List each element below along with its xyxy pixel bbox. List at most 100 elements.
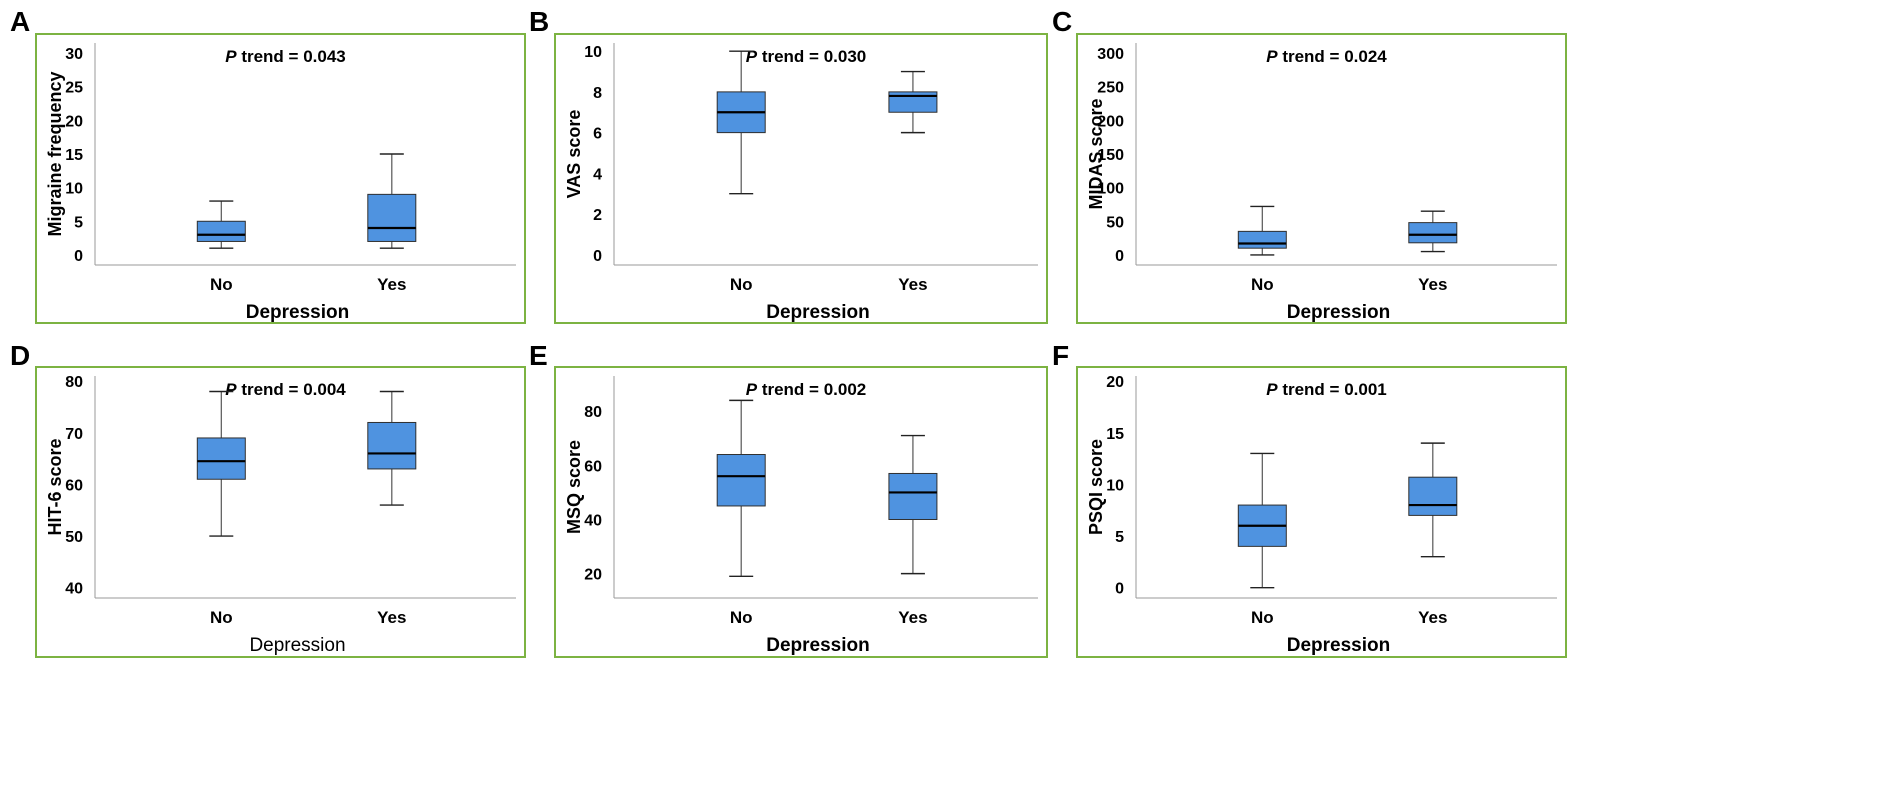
x-tick-label-no: No xyxy=(210,608,233,627)
x-axis-label: Depression xyxy=(249,635,345,656)
y-tick-label-4: 4 xyxy=(593,166,602,183)
p-trend-value: trend = 0.024 xyxy=(1278,47,1388,66)
y-tick-label-150: 150 xyxy=(1097,147,1124,164)
x-tick-label-yes: Yes xyxy=(377,608,406,627)
y-tick-label-20: 20 xyxy=(584,567,602,584)
p-trend-annotation: P trend = 0.001 xyxy=(1266,380,1386,399)
y-tick-label-0: 0 xyxy=(1115,581,1124,598)
panel-letter-c: C xyxy=(1052,6,1073,37)
p-trend-annotation: P trend = 0.030 xyxy=(746,47,866,66)
y-tick-label-250: 250 xyxy=(1097,80,1124,97)
p-trend-value: trend = 0.002 xyxy=(757,380,866,399)
y-tick-label-0: 0 xyxy=(74,248,83,265)
y-tick-label-6: 6 xyxy=(593,126,602,143)
y-tick-label-300: 300 xyxy=(1097,46,1124,63)
x-tick-label-yes: Yes xyxy=(1418,608,1447,627)
y-tick-label-10: 10 xyxy=(1106,477,1124,494)
p-trend-symbol: P xyxy=(746,47,758,66)
y-tick-label-25: 25 xyxy=(65,80,83,97)
y-axis-label: HIT-6 score xyxy=(45,438,65,535)
y-tick-label-15: 15 xyxy=(1106,426,1124,443)
x-tick-label-no: No xyxy=(210,275,233,294)
y-tick-label-5: 5 xyxy=(1115,529,1124,546)
y-axis-label: MSQ score xyxy=(564,440,584,534)
y-tick-label-30: 30 xyxy=(65,46,83,63)
panel-frame-f: 0 5 10 15 20 PSQI score P trend = 0.001 No Yes De… xyxy=(1076,366,1567,658)
x-axis-label: Depression xyxy=(1287,302,1390,322)
panel-frame-a: 0 5 10 15 20 25 30 Migraine frequency P trend = … xyxy=(35,33,526,324)
p-trend-annotation: P trend = 0.043 xyxy=(225,47,345,66)
y-tick-label-10: 10 xyxy=(65,181,83,198)
box-iqr-yes xyxy=(1408,476,1458,516)
panel-letter-a: A xyxy=(10,6,31,37)
x-tick-label-no: No xyxy=(730,608,753,627)
y-axis-label: PSQI score xyxy=(1086,439,1106,535)
panel-letter-f: F xyxy=(1052,340,1070,371)
y-axis-label: VAS score xyxy=(564,110,584,199)
panel-frame-d: 40 50 60 70 80 HIT-6 score P trend = 0.004 No Ye… xyxy=(35,366,526,658)
p-trend-annotation: P trend = 0.024 xyxy=(1266,47,1387,66)
y-axis-label: MIDAS score xyxy=(1086,98,1106,209)
x-axis-label: Depression xyxy=(1287,635,1390,656)
y-tick-label-50: 50 xyxy=(1106,214,1124,231)
y-tick-label-0: 0 xyxy=(593,248,602,265)
panel-frame-b: 0 2 4 6 8 10 VAS score P trend = 0.030 No Yes Depr… xyxy=(554,33,1048,324)
x-axis-label: Depression xyxy=(766,302,869,322)
p-trend-symbol: P xyxy=(746,380,758,399)
box-iqr-no xyxy=(1237,230,1287,249)
y-tick-label-60: 60 xyxy=(584,458,602,475)
p-trend-annotation: P trend = 0.002 xyxy=(746,380,866,399)
y-axis-label: Migraine frequency xyxy=(45,71,65,236)
box-iqr-no xyxy=(196,220,246,242)
panel-letter-b: B xyxy=(529,6,550,37)
y-tick-label-10: 10 xyxy=(584,44,602,61)
y-tick-label-20: 20 xyxy=(1106,374,1124,391)
box-plot-f: 0 5 10 15 20 PSQI score P trend = 0.001 No Yes De… xyxy=(1086,374,1557,656)
x-axis-label: Depression xyxy=(246,302,349,322)
box-plot-b: 0 2 4 6 8 10 VAS score P trend = 0.030 No Yes Depr… xyxy=(564,43,1038,323)
panel-frame-c: 0 50 100 150 200 250 300 MIDAS score P trend = 0… xyxy=(1076,33,1567,324)
p-trend-symbol: P xyxy=(225,47,237,66)
y-tick-label-5: 5 xyxy=(74,214,83,231)
y-tick-label-40: 40 xyxy=(584,512,602,529)
p-trend-value: trend = 0.030 xyxy=(757,47,866,66)
y-tick-label-50: 50 xyxy=(65,529,83,546)
x-tick-label-yes: Yes xyxy=(377,275,406,294)
p-trend-symbol: P xyxy=(1266,47,1278,66)
p-trend-value: trend = 0.043 xyxy=(237,47,346,66)
y-tick-label-2: 2 xyxy=(593,207,602,224)
x-axis-label: Depression xyxy=(766,635,869,656)
y-tick-label-60: 60 xyxy=(65,477,83,494)
p-trend-value: trend = 0.001 xyxy=(1278,380,1387,399)
box-iqr-yes xyxy=(888,472,938,520)
y-tick-label-80: 80 xyxy=(65,374,83,391)
p-trend-annotation: P trend = 0.004 xyxy=(225,380,346,399)
x-tick-label-yes: Yes xyxy=(1418,275,1447,294)
y-tick-label-40: 40 xyxy=(65,581,83,598)
box-iqr-no xyxy=(196,437,246,480)
box-plot-c: 0 50 100 150 200 250 300 MIDAS score P trend = 0… xyxy=(1086,43,1557,323)
panel-frame-e: 20 40 60 80 MSQ score P trend = 0.002 No Yes Dep… xyxy=(554,366,1048,658)
x-tick-label-no: No xyxy=(730,275,753,294)
y-tick-label-70: 70 xyxy=(65,426,83,443)
box-iqr-yes xyxy=(367,193,417,242)
y-tick-label-8: 8 xyxy=(593,85,602,102)
box-plot-e: 20 40 60 80 MSQ score P trend = 0.002 No Yes Dep… xyxy=(564,376,1038,656)
panel-letter-d: D xyxy=(10,340,31,371)
box-iqr-yes xyxy=(1408,222,1458,244)
x-tick-label-no: No xyxy=(1251,608,1274,627)
x-tick-label-yes: Yes xyxy=(898,608,927,627)
y-tick-label-80: 80 xyxy=(584,404,602,421)
y-tick-label-0: 0 xyxy=(1115,248,1124,265)
y-tick-label-20: 20 xyxy=(65,113,83,130)
p-trend-symbol: P xyxy=(225,380,237,399)
x-tick-label-no: No xyxy=(1251,275,1274,294)
box-iqr-yes xyxy=(367,421,417,470)
y-tick-label-200: 200 xyxy=(1097,113,1124,130)
box-plot-d: 40 50 60 70 80 HIT-6 score P trend = 0.004 No Ye… xyxy=(45,374,516,656)
box-iqr-no xyxy=(716,454,766,507)
x-tick-label-yes: Yes xyxy=(898,275,927,294)
y-tick-label-100: 100 xyxy=(1097,181,1124,198)
